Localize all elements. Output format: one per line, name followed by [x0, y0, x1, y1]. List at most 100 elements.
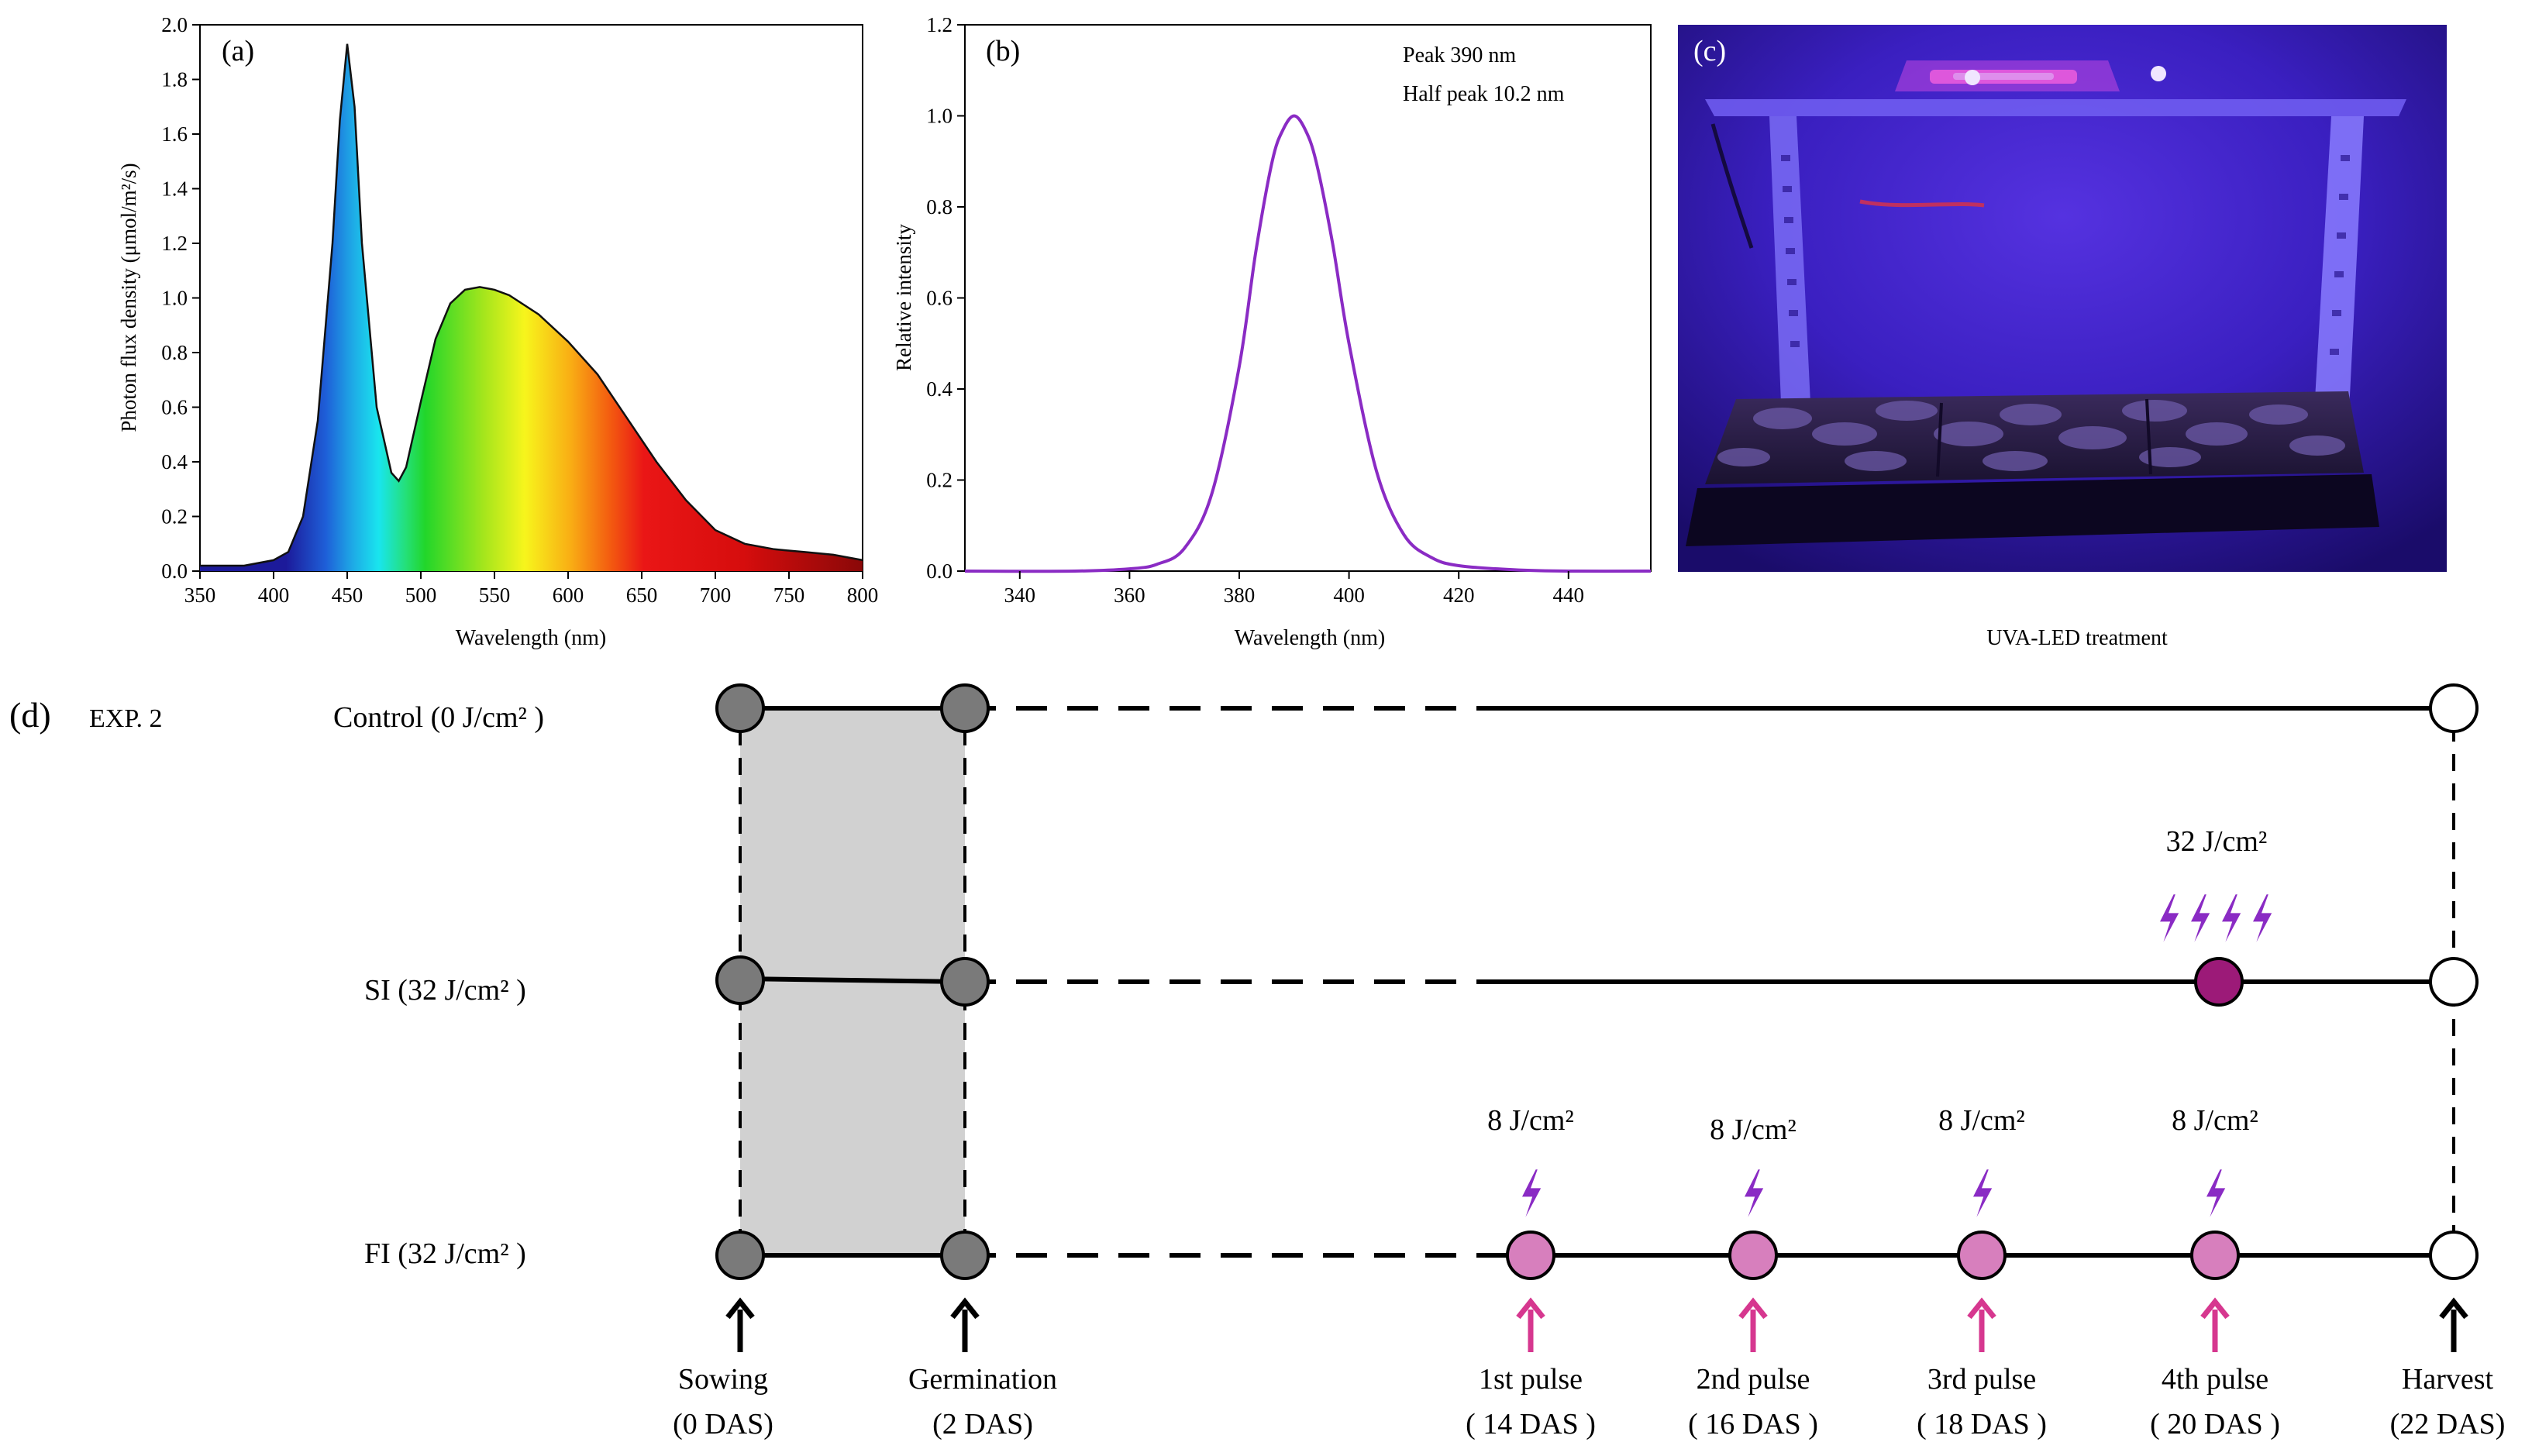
row-label-fi: FI (32 J/cm² ) [364, 1237, 526, 1270]
x-tick-label-a: 400 [258, 583, 290, 607]
spectrum-outline [200, 43, 863, 567]
node-fi-pulse-2 [1728, 1231, 1778, 1280]
tray-base [1686, 474, 2379, 546]
event-day-pulse-2: ( 16 DAS ) [1688, 1408, 1818, 1441]
x-tick-label-a: 650 [626, 583, 658, 607]
event-day-harvest: (22 DAS) [2390, 1408, 2506, 1441]
si-dose-label: 32 J/cm² [2166, 825, 2268, 858]
panel-tag-c: (c) [1693, 35, 1726, 67]
event-day-germination: (2 DAS) [932, 1408, 1033, 1441]
axis-ticks-a: 350 400 450 500 550 600 650 700 750 800 0.0 0.2 0.4 0… [161, 13, 878, 607]
x-tick-label-a: 450 [332, 583, 363, 607]
x-tick-label-b: 420 [1443, 583, 1475, 607]
arrow-up-icon-sowing [725, 1297, 755, 1352]
panel-tag-d: (d) [9, 695, 51, 735]
uva-spectrum-chart-b: 340 360 380 400 420 4400.00.20.40.60.81.01.2 … [892, 13, 1652, 650]
cable-center [1859, 199, 1985, 208]
x-tick-label-b: 380 [1224, 583, 1256, 607]
y-tick-label-a: 1.8 [161, 68, 188, 91]
row-label-control: Control (0 J/cm² ) [333, 701, 544, 734]
x-tick-label-b: 440 [1553, 583, 1585, 607]
arrow-up-icon-pulse-3 [1967, 1297, 1996, 1352]
y-tick-label-b: 0.2 [926, 469, 953, 492]
si-bolt-icon-1 [2160, 894, 2179, 942]
y-tick-label-b: 1.0 [926, 105, 953, 128]
y-tick-label-b: 1.2 [926, 13, 953, 36]
x-tick-label-a: 500 [405, 583, 437, 607]
exp-label: EXP. 2 [89, 704, 162, 733]
fi-dose-label-3: 8 J/cm² [1938, 1104, 2025, 1137]
y-tick-label-b: 0.4 [926, 377, 953, 401]
event-name-germination: Germination [908, 1363, 1057, 1396]
x-tick-label-a: 700 [700, 583, 732, 607]
y-tick-label-b: 0.0 [926, 559, 953, 583]
event-name-pulse-2: 2nd pulse [1697, 1363, 1810, 1396]
fi-bolt-icon-3 [1973, 1169, 1993, 1217]
x-tick-label-a: 800 [847, 583, 879, 607]
node-fi-pulse-3 [1957, 1231, 2007, 1280]
x-tick-label-a: 600 [553, 583, 584, 607]
x-tick-label-b: 400 [1333, 583, 1365, 607]
event-day-sowing: (0 DAS) [673, 1408, 773, 1441]
y-tick-label-a: 1.0 [161, 287, 188, 310]
tray-divider-2 [2145, 398, 2152, 475]
led-fixture [1895, 60, 2120, 91]
arrow-up-icon-germination [950, 1297, 980, 1352]
event-name-pulse-3: 3rd pulse [1927, 1363, 2036, 1396]
fi-dose-label-2: 8 J/cm² [1710, 1114, 1797, 1146]
x-tick-label-a: 750 [773, 583, 805, 607]
panel-tag-a: (a) [222, 35, 254, 67]
y-axis-label-b: Relative intensity [892, 224, 915, 371]
x-tick-label-a: 550 [479, 583, 511, 607]
arrow-up-icon-pulse-2 [1738, 1297, 1768, 1352]
cable-left [1710, 123, 1754, 249]
axis-ticks-b: 340 360 380 400 420 440 0.0 0.2 0.4 0.6 0.8 1.0 1.2 [926, 13, 1584, 607]
y-tick-label-a: 1.2 [161, 232, 188, 255]
node-si-germination [940, 957, 990, 1007]
node-control-harvest [2429, 683, 2479, 733]
spectrum-area [200, 43, 863, 571]
node-control-germination [940, 683, 990, 733]
tray-divider-1 [1936, 402, 1943, 477]
led-spot-right [2151, 66, 2166, 81]
si-bolt-icon-3 [2222, 894, 2241, 942]
x-tick-label-b: 340 [1004, 583, 1036, 607]
node-si-irradiation [2194, 957, 2244, 1007]
node-fi-harvest [2429, 1231, 2479, 1280]
half-peak-annotation: Half peak 10.2 nm [1403, 82, 1565, 106]
event-day-pulse-3: ( 18 DAS ) [1917, 1408, 2047, 1441]
y-tick-label-a: 0.8 [161, 341, 188, 364]
rack-post-left [1769, 116, 1810, 403]
x-axis-label-b: Wavelength (nm) [1235, 626, 1385, 650]
node-fi-pulse-1 [1506, 1231, 1555, 1280]
y-tick-label-b: 0.8 [926, 195, 953, 219]
y-tick-label-a: 2.0 [161, 13, 188, 36]
event-day-pulse-1: ( 14 DAS ) [1466, 1408, 1596, 1441]
arrow-up-icon-pulse-4 [2200, 1297, 2230, 1352]
event-name-pulse-1: 1st pulse [1479, 1363, 1583, 1396]
node-fi-pulse-4 [2190, 1231, 2240, 1280]
event-day-pulse-4: ( 20 DAS ) [2150, 1408, 2280, 1441]
fi-bolt-icon-1 [1522, 1169, 1542, 1217]
event-name-harvest: Harvest [2402, 1363, 2494, 1396]
node-si-sowing [715, 955, 765, 1005]
y-tick-label-a: 0.0 [161, 559, 188, 583]
node-control-sowing [715, 683, 765, 733]
y-axis-label-a: Photon flux density (μmol/m²/s) [117, 163, 140, 432]
event-name-sowing: Sowing [678, 1363, 768, 1396]
fi-dose-label-4: 8 J/cm² [2172, 1104, 2258, 1137]
y-tick-label-a: 0.6 [161, 396, 188, 419]
y-tick-label-b: 0.6 [926, 287, 953, 310]
panel-tag-b: (b) [986, 35, 1020, 67]
post-holes [1781, 155, 2350, 355]
row-label-si: SI (32 J/cm² ) [364, 974, 526, 1007]
node-fi-sowing [715, 1231, 765, 1280]
y-tick-label-a: 0.4 [161, 450, 188, 473]
x-axis-label-a: Wavelength (nm) [456, 626, 606, 650]
y-tick-label-a: 0.2 [161, 505, 188, 528]
timeline-si [739, 976, 2454, 984]
fi-bolt-icon-2 [1745, 1169, 1764, 1217]
x-tick-label-b: 360 [1114, 583, 1145, 607]
node-fi-germination [940, 1231, 990, 1280]
